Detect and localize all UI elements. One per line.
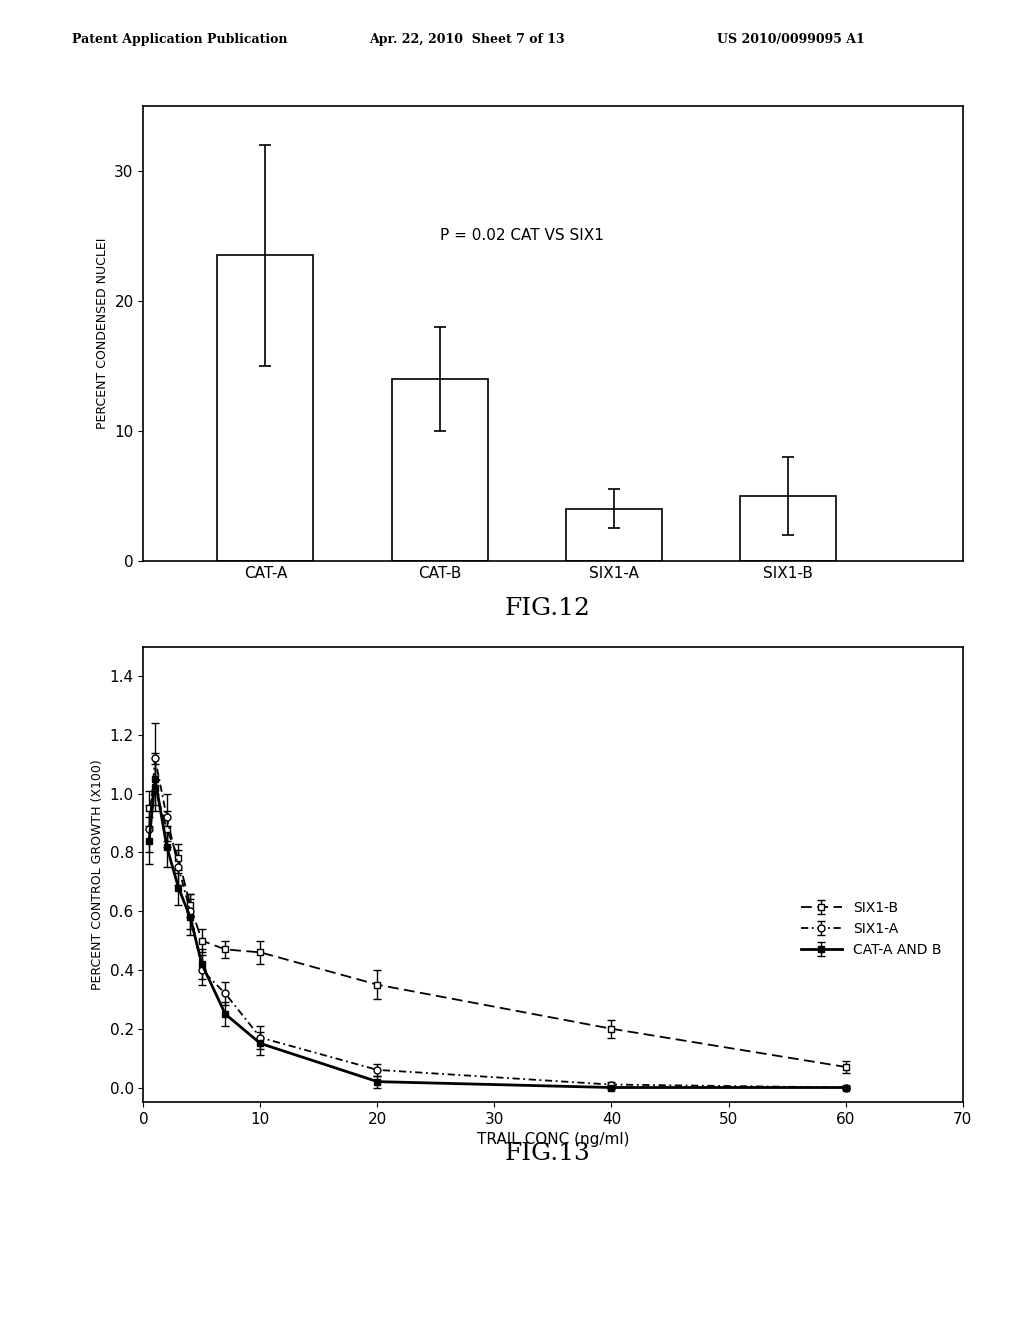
Text: FIG.12: FIG.12 [505,597,591,619]
Text: P = 0.02 CAT VS SIX1: P = 0.02 CAT VS SIX1 [439,228,603,243]
Text: Apr. 22, 2010  Sheet 7 of 13: Apr. 22, 2010 Sheet 7 of 13 [369,33,564,46]
Bar [392,379,487,561]
Text: FIG.13: FIG.13 [505,1142,591,1164]
Bar [217,255,313,561]
Text: US 2010/0099095 A1: US 2010/0099095 A1 [717,33,864,46]
Bar [566,510,662,561]
Bar [740,496,837,561]
Text: Patent Application Publication: Patent Application Publication [72,33,287,46]
Y-axis label: PERCENT CONDENSED NUCLEI: PERCENT CONDENSED NUCLEI [95,238,109,429]
Legend: SIX1-B, SIX1-A, CAT-A AND B: SIX1-B, SIX1-A, CAT-A AND B [795,896,947,962]
X-axis label: TRAIL CONC (ng/ml): TRAIL CONC (ng/ml) [477,1133,629,1147]
Y-axis label: PERCENT CONTROL GROWTH (X100): PERCENT CONTROL GROWTH (X100) [91,759,103,990]
